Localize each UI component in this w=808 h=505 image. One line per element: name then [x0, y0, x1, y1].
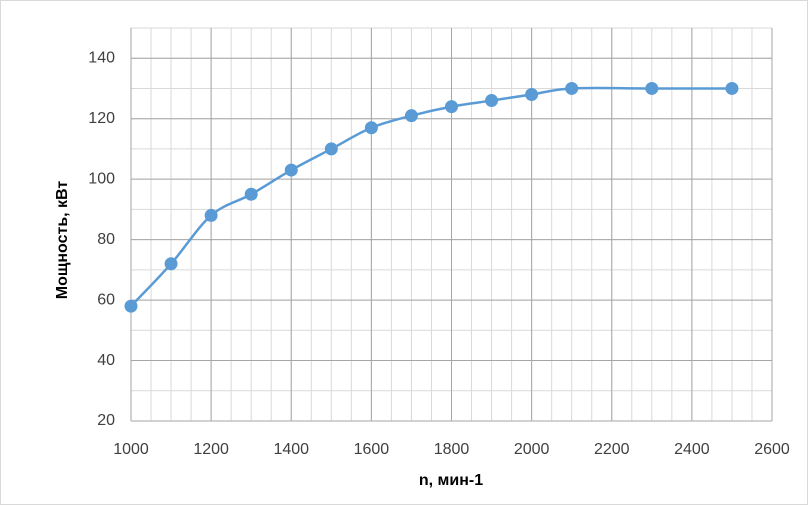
y-tick-label: 60 — [97, 291, 115, 308]
data-point — [525, 88, 539, 102]
y-tick-label: 80 — [97, 231, 115, 248]
data-point — [725, 81, 739, 95]
x-tick-label: 1400 — [273, 441, 309, 458]
data-point — [204, 208, 218, 222]
y-tick-label: 120 — [88, 110, 115, 127]
data-point — [284, 163, 298, 177]
data-point — [324, 142, 338, 156]
y-axis-title: Мощность, кВт — [54, 181, 71, 300]
y-tick-label: 100 — [88, 170, 115, 187]
data-point — [244, 187, 258, 201]
y-tick-label: 40 — [97, 352, 115, 369]
y-tick-label: 20 — [97, 412, 115, 429]
x-tick-label: 1000 — [113, 441, 149, 458]
x-tick-label: 2200 — [594, 441, 630, 458]
x-tick-label: 2600 — [754, 441, 790, 458]
data-point — [404, 109, 418, 123]
data-point — [645, 81, 659, 95]
data-point — [124, 299, 138, 313]
x-axis-title: n, мин-1 — [419, 472, 483, 489]
data-point — [164, 257, 178, 271]
data-point — [364, 121, 378, 135]
y-tick-label: 140 — [88, 49, 115, 66]
x-tick-label: 1800 — [434, 441, 470, 458]
data-point — [445, 100, 458, 114]
data-point — [485, 94, 499, 108]
x-tick-label: 2000 — [514, 441, 550, 458]
data-point — [565, 81, 579, 95]
x-tick-label: 1600 — [354, 441, 390, 458]
x-tick-label: 1200 — [193, 441, 229, 458]
x-tick-label: 2400 — [674, 441, 710, 458]
